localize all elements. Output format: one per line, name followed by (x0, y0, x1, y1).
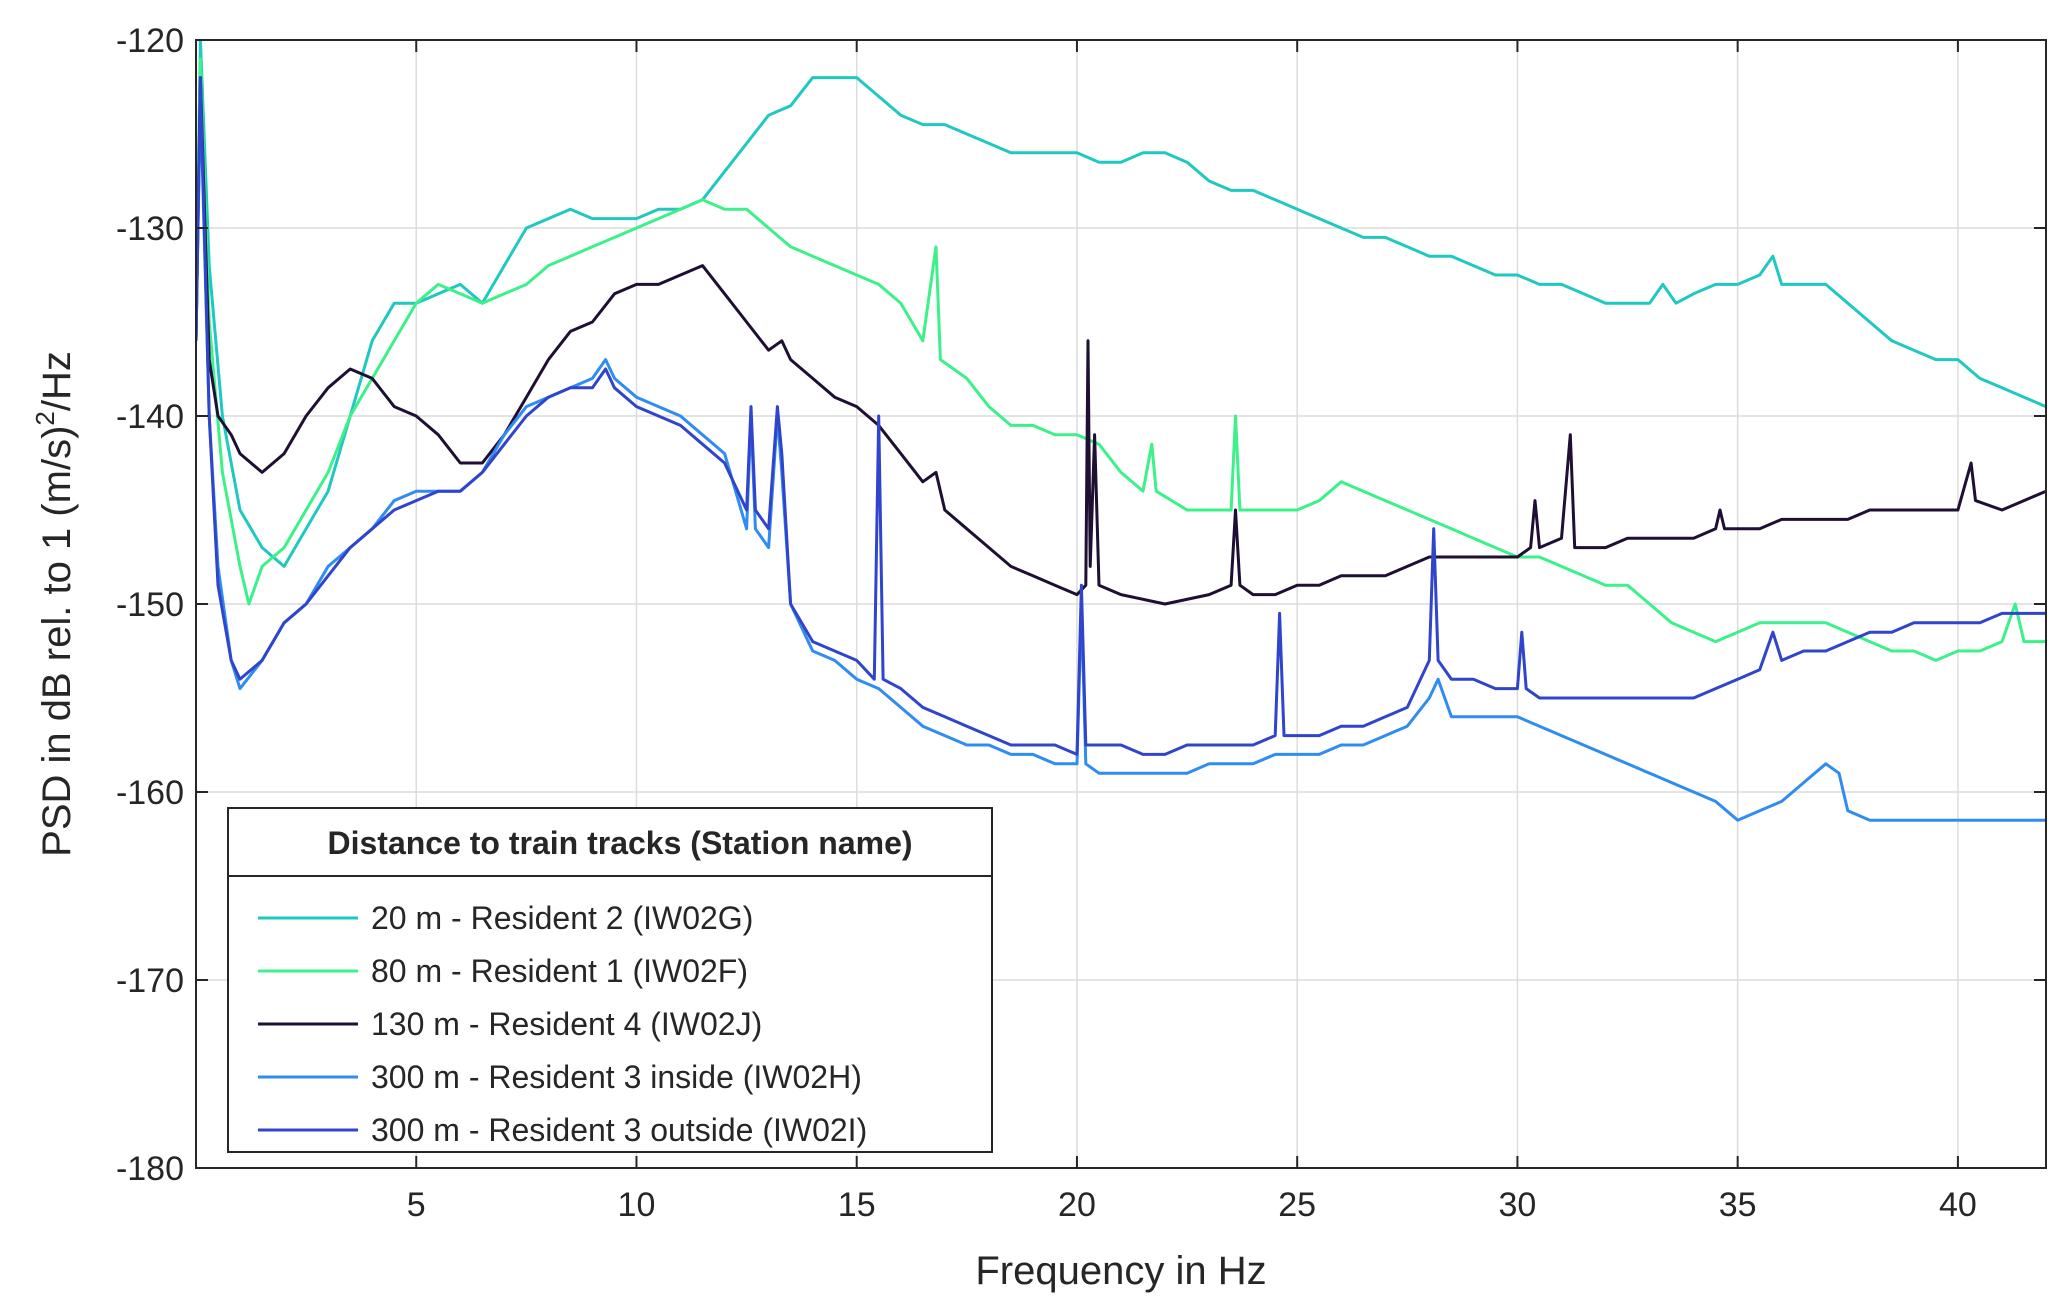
y-axis-title-superscript: 2 (30, 411, 60, 425)
legend-label-1: 20 m - Resident 2 (IW02G) (371, 900, 753, 936)
series-lines (196, 40, 2046, 822)
y-tick-label: -170 (116, 962, 184, 1000)
y-axis-title: PSD in dB rel. to 1 (m/s)2/Hz (30, 351, 79, 857)
y-tick-label: -140 (116, 398, 184, 436)
x-tick-label: 5 (407, 1186, 426, 1224)
x-axis-title: Frequency in Hz (975, 1249, 1266, 1293)
y-tick-label: -130 (116, 210, 184, 248)
legend-label-2: 80 m - Resident 1 (IW02F) (371, 953, 748, 989)
x-tick-label: 15 (838, 1186, 876, 1224)
series-line-2 (196, 57, 2046, 662)
y-axis-title-unit: /Hz (35, 351, 79, 411)
legend-label-3: 130 m - Resident 4 (IW02J) (371, 1006, 762, 1042)
x-tick-label: 40 (1939, 1186, 1977, 1224)
y-axis-title-main: PSD in dB rel. to 1 (m/s) (35, 426, 79, 857)
series-line-5 (196, 76, 2046, 756)
legend-label-5: 300 m - Resident 3 outside (IW02I) (371, 1112, 867, 1148)
x-tick-label: 25 (1278, 1186, 1316, 1224)
y-tick-label: -150 (116, 586, 184, 624)
legend-box (227, 807, 993, 1153)
x-tick-label: 10 (618, 1186, 656, 1224)
legend-label-4: 300 m - Resident 3 inside (IW02H) (371, 1059, 862, 1095)
y-tick-label: -180 (116, 1150, 184, 1188)
y-tick-label: -120 (116, 22, 184, 60)
legend-items: 20 m - Resident 2 (IW02G) 80 m - Resident… (258, 900, 867, 1148)
x-tick-label: 35 (1719, 1186, 1757, 1224)
y-axis-ticks: -120 -130 -140 -150 -160 -170 -180 (116, 22, 2046, 1188)
series-line-3 (196, 76, 2046, 606)
x-tick-label: 20 (1058, 1186, 1096, 1224)
y-tick-label: -160 (116, 774, 184, 812)
series-line-1 (196, 40, 2046, 568)
x-tick-label: 30 (1499, 1186, 1537, 1224)
legend-title: Distance to train tracks (Station name) (327, 825, 912, 861)
legend: Distance to train tracks (Station name) … (227, 807, 993, 1153)
x-axis-ticks: 5 10 15 20 25 30 35 40 (407, 40, 1977, 1224)
